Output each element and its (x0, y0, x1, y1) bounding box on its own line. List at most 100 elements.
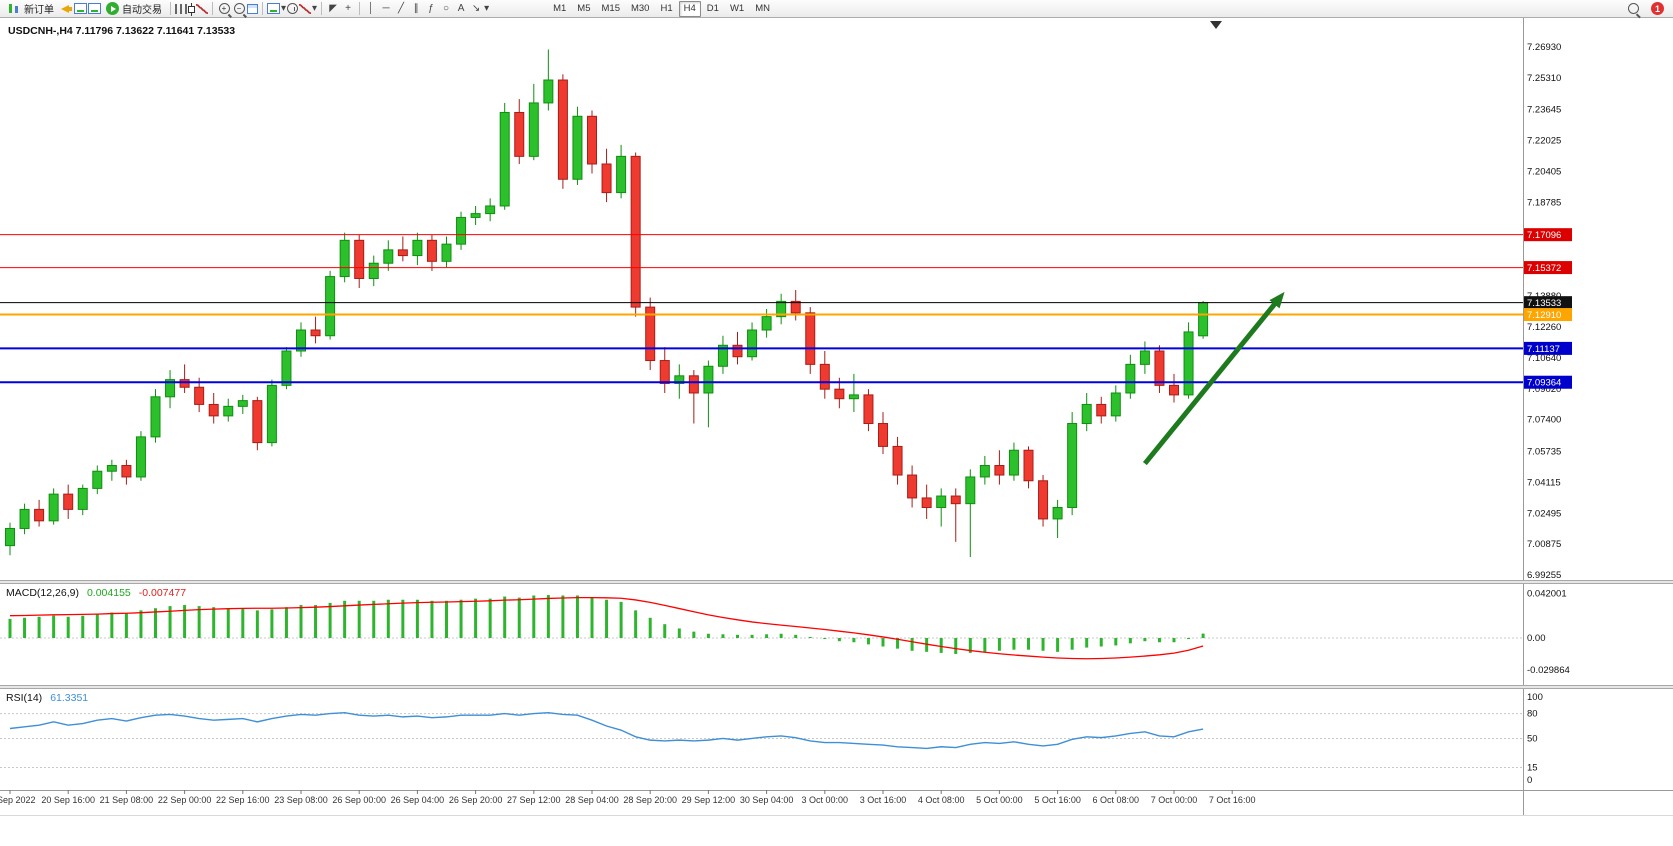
candle-body (950, 495, 961, 505)
candle-body (514, 111, 525, 157)
tf-m1[interactable]: M1 (553, 2, 567, 14)
arrow-tool-dropdown-icon[interactable]: ▾ (484, 3, 490, 14)
new-order-button[interactable]: 新订单 (3, 0, 58, 17)
candle-body (1198, 302, 1209, 337)
line-chart-icon[interactable] (196, 3, 208, 14)
panel-splitter-macd[interactable] (0, 580, 1673, 584)
candle-body (805, 312, 816, 365)
cursor-icon[interactable]: ◤ (329, 3, 337, 14)
new-chart-icon[interactable] (267, 3, 280, 14)
tf-h4[interactable]: H4 (678, 0, 701, 17)
indicators-dropdown-icon[interactable]: ▾ (312, 3, 318, 14)
candle-body (121, 465, 132, 478)
candle-body (863, 394, 874, 425)
notification-badge[interactable]: 1 (1651, 2, 1664, 15)
macd-axis-label: -0.029864 (1527, 665, 1570, 676)
tf-h1[interactable]: H1 (660, 2, 673, 14)
price-tick-label: 7.00875 (1527, 539, 1561, 550)
price-badge (1524, 308, 1572, 322)
price-tick-label: 7.09020 (1527, 384, 1561, 395)
tf-d1[interactable]: D1 (706, 2, 719, 14)
candle-body (1110, 392, 1121, 417)
price-tick-label: 7.23645 (1527, 105, 1561, 116)
crosshair-icon[interactable]: + (345, 3, 351, 14)
tf-mn[interactable]: MN (755, 2, 770, 14)
candle-body (135, 436, 146, 478)
price-tick-label: 7.22025 (1527, 136, 1561, 147)
candle-body (790, 300, 801, 314)
candle-body (1096, 403, 1107, 417)
toolbar-separator (321, 2, 323, 15)
candle-body (674, 375, 685, 384)
candle-body (77, 487, 88, 510)
arrow-tool-icon[interactable]: ↘ (471, 3, 481, 14)
tf-m15[interactable]: M15 (601, 2, 620, 14)
trendline-tool-icon[interactable]: ╱ (398, 3, 405, 14)
candle-body (325, 276, 336, 337)
time-label: 29 Sep 12:00 (682, 795, 736, 805)
auto-trading-play-icon (106, 2, 119, 15)
candle-body (165, 379, 176, 398)
trend-arrow-head[interactable] (1269, 291, 1285, 309)
candle-body (1183, 331, 1194, 396)
candle-body (892, 445, 903, 476)
shapes-tool-icon[interactable]: ○ (443, 3, 450, 14)
candle-body (19, 508, 30, 529)
fibonacci-tool-icon[interactable]: ƒ (428, 3, 434, 14)
panel-splitter-rsi[interactable] (0, 685, 1673, 689)
time-label: 4 Oct 08:00 (918, 795, 965, 805)
rsi-axis-label: 80 (1527, 709, 1538, 720)
candlestick-chart-icon[interactable] (188, 3, 195, 16)
chart-window-icon[interactable] (74, 3, 87, 14)
vertical-line-tool-icon[interactable]: │ (367, 3, 375, 14)
price-badge (1524, 375, 1572, 389)
new-chart-dropdown-icon[interactable]: ▾ (281, 3, 287, 14)
time-label: 3 Oct 00:00 (802, 795, 849, 805)
candle-body (528, 102, 539, 157)
tf-w1[interactable]: W1 (729, 2, 745, 14)
price-tick-label: 7.05735 (1527, 446, 1561, 457)
auto-trading-button[interactable]: 自动交易 (102, 0, 166, 17)
bar-chart-icon[interactable] (175, 3, 187, 14)
candle-body (979, 465, 990, 478)
candle-body (557, 79, 568, 180)
candle-body (1008, 449, 1019, 476)
price-tick-label: 7.26930 (1527, 42, 1561, 53)
period-clock-icon[interactable] (287, 3, 299, 14)
price-badge (1524, 261, 1572, 275)
candle-body (1052, 506, 1063, 520)
time-label: 19 Sep 2022 (0, 795, 36, 805)
time-label: 20 Sep 16:00 (41, 795, 95, 805)
zoom-out-icon[interactable]: − (233, 3, 245, 14)
tf-m30[interactable]: M30 (630, 2, 650, 14)
candle-body (397, 249, 408, 257)
chart-profile-icon[interactable] (88, 3, 101, 14)
zoom-in-icon[interactable]: + (218, 3, 230, 14)
indicators-icon[interactable] (299, 3, 312, 14)
candle-body (848, 394, 859, 400)
candle-body (1081, 403, 1092, 425)
text-tool-icon[interactable]: A (457, 3, 465, 14)
announcement-icon[interactable] (59, 2, 73, 15)
candle-body (208, 403, 219, 417)
candle-body (48, 493, 59, 522)
candle-body (1023, 449, 1034, 482)
price-badge-label: 7.09364 (1527, 378, 1561, 389)
candle-body (630, 155, 641, 308)
candle-body (368, 262, 379, 279)
macd-label: MACD(12,26,9) 0.004155 -0.007477 (6, 587, 186, 599)
new-order-icon (7, 2, 21, 15)
tile-windows-icon[interactable] (247, 3, 258, 14)
candle-body (1169, 384, 1179, 396)
channel-tool-icon[interactable]: ∥ (413, 3, 419, 14)
candle-body (747, 329, 758, 358)
trend-arrow[interactable] (1142, 299, 1279, 466)
tf-m5[interactable]: M5 (577, 2, 591, 14)
horizontal-line-tool-icon[interactable]: ─ (382, 3, 390, 14)
time-label: 5 Oct 16:00 (1034, 795, 1081, 805)
search-icon[interactable] (1627, 3, 1639, 14)
candle-body (383, 249, 394, 264)
new-order-label: 新订单 (24, 5, 54, 16)
chart-shift-marker[interactable] (1210, 21, 1222, 29)
